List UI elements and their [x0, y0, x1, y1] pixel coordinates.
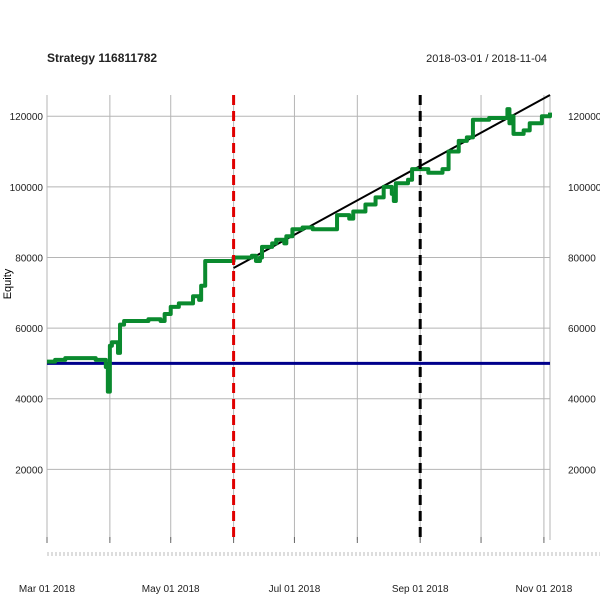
x-tick-label: May 01 2018 [142, 584, 200, 595]
y-tick-label-right: 100000 [568, 183, 600, 194]
trend-line [233, 94, 551, 269]
y-tick-label-right: 20000 [568, 465, 596, 476]
y-tick-label-right: 60000 [568, 324, 596, 335]
y-tick-label-right: 120000 [568, 112, 600, 123]
y-tick-label-left: 100000 [10, 183, 44, 194]
equity-series-line [47, 107, 552, 394]
date-range-label: 2018-03-01 / 2018-11-04 [426, 53, 547, 65]
y-axis-label: Equity [2, 268, 14, 299]
y-tick-label-left: 120000 [10, 112, 44, 123]
y-tick-label-left: 40000 [15, 395, 43, 406]
chart-title: Strategy 116811782 [47, 51, 157, 65]
y-gridlines [47, 115, 550, 470]
x-tick-label: Jul 01 2018 [269, 584, 321, 595]
y-tick-label-left: 80000 [15, 253, 43, 264]
y-tick-label-left: 60000 [15, 324, 43, 335]
x-tick-label: Nov 01 2018 [516, 584, 573, 595]
y-tick-label-right: 80000 [568, 253, 596, 264]
x-tick-label: Mar 01 2018 [19, 584, 76, 595]
x-gridlines [46, 95, 551, 540]
x-tick-label: Sep 01 2018 [392, 584, 449, 595]
y-tick-label-left: 20000 [15, 465, 43, 476]
x-axis-ticks: Mar 01 2018 May 01 2018 Jul 01 2018 Sep 01 … [19, 537, 573, 595]
y-tick-label-right: 40000 [568, 395, 596, 406]
y-axis-ticks: 20000 20000 40000 40000 60000 60000 80000 80000… [10, 112, 600, 476]
